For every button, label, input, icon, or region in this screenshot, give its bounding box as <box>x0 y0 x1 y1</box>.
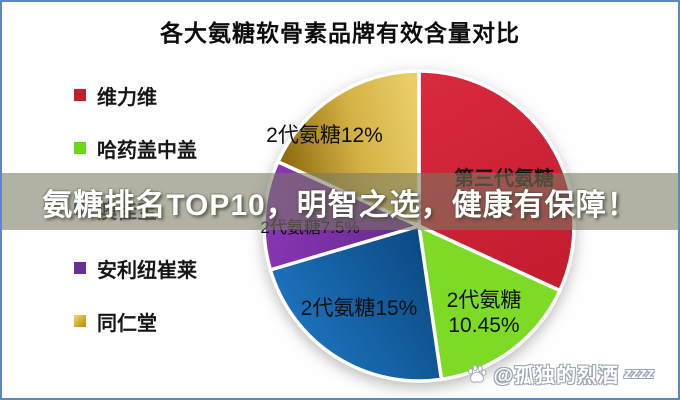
slice-label-green: 2代氨糖 10.45% <box>421 288 547 338</box>
slice-label-blue: 2代氨糖15% <box>300 297 418 320</box>
watermark-text: @孤独的烈酒 <box>493 365 619 387</box>
slice-label-green-line1: 2代氨糖 <box>446 289 522 312</box>
legend-label: 哈药盖中盖 <box>97 139 197 162</box>
slice-label-green-line2: 10.45% <box>448 314 520 337</box>
promo-banner: 氨糖排名TOP10，明智之选，健康有保障！ <box>2 173 678 230</box>
baidu-paw-icon <box>468 364 487 383</box>
legend-marker-red <box>74 89 86 101</box>
legend-label: 维力维 <box>97 86 157 109</box>
legend-item-tongrentang: 同仁堂 <box>74 310 157 335</box>
legend-label: 同仁堂 <box>97 312 157 335</box>
pie-slice-green <box>417 224 562 382</box>
slice-label-gold: 2代氨糖12% <box>266 124 383 147</box>
legend-item-weiliwei: 维力维 <box>74 84 157 109</box>
watermark-suffix: zzzz <box>624 365 654 382</box>
legend-marker-purple <box>74 262 86 274</box>
legend-item-hayao: 哈药盖中盖 <box>74 137 197 162</box>
legend-item-anli: 安利纽崔莱 <box>74 257 197 282</box>
promo-banner-text: 氨糖排名TOP10，明智之选，健康有保障！ <box>42 188 638 222</box>
watermark: @孤独的烈酒 zzzz <box>466 359 654 388</box>
legend-marker-gold <box>74 315 86 327</box>
pie-slice-blue <box>268 224 444 383</box>
legend-marker-green <box>74 142 86 154</box>
legend-label: 安利纽崔莱 <box>97 259 197 282</box>
page-title: 各大氨糖软骨素品牌有效含量对比 <box>160 20 520 46</box>
